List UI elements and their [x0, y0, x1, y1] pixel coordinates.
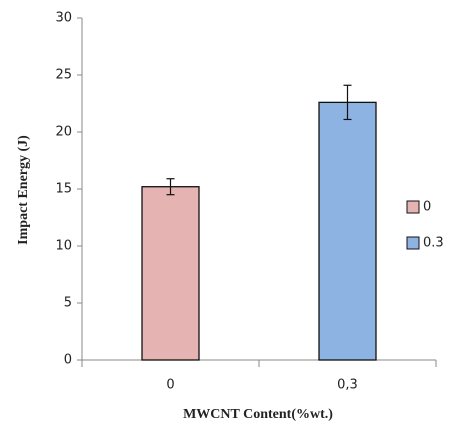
x-tick-label: 0,3 — [337, 378, 358, 393]
legend-label: 0.3 — [423, 236, 444, 251]
y-tick-label: 15 — [55, 182, 72, 197]
y-tick-label: 0 — [64, 353, 72, 368]
y-tick-label: 5 — [64, 296, 72, 311]
x-axis-title: MWCNT Content(%wt.) — [183, 407, 333, 422]
y-tick-label: 30 — [55, 11, 72, 26]
bar — [141, 186, 200, 361]
legend-label: 0 — [423, 200, 431, 215]
bar — [318, 101, 377, 361]
y-tick-label: 20 — [55, 125, 72, 140]
y-axis-title: Impact Energy (J) — [16, 135, 31, 245]
legend-swatch — [406, 236, 420, 250]
y-tick-label: 25 — [55, 68, 72, 83]
legend-swatch — [406, 200, 420, 214]
x-tick-label: 0 — [166, 378, 174, 393]
y-tick-label: 10 — [55, 239, 72, 254]
